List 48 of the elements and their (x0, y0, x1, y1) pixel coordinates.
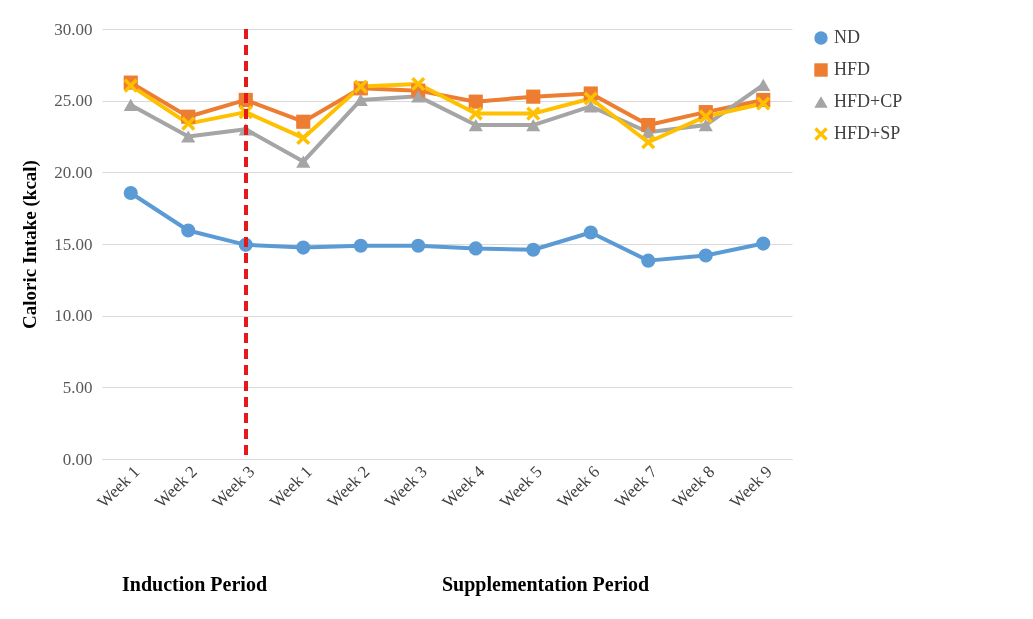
point (411, 76, 426, 92)
point (583, 91, 598, 106)
text: Induction Period (122, 573, 268, 595)
point (698, 248, 713, 263)
point (411, 90, 426, 103)
point (641, 253, 656, 268)
point (411, 238, 426, 253)
y-tick-label: 0.00 (62, 449, 93, 469)
text: Supplementation Period (442, 573, 650, 596)
point (181, 130, 196, 143)
point (181, 223, 196, 238)
point (181, 116, 196, 131)
point (698, 118, 713, 132)
legend-label: HFD (834, 59, 871, 79)
point (296, 155, 311, 168)
point (756, 96, 771, 111)
y-tick-label: 20.00 (54, 162, 93, 182)
point (123, 98, 138, 112)
point (526, 118, 541, 132)
point (698, 109, 713, 124)
legend-label: ND (834, 27, 860, 47)
y-tick-label: 5.00 (62, 377, 93, 397)
y-tick-label: 25.00 (54, 91, 93, 111)
y-tick-label: 30.00 (54, 19, 93, 39)
point (641, 117, 656, 133)
point (123, 185, 138, 201)
point (641, 135, 656, 150)
point (468, 241, 483, 256)
y-axis-title: Caloric Intake (kcal) (19, 160, 42, 329)
point (353, 238, 368, 253)
y-tick-label: 15.00 (54, 234, 93, 254)
legend-label: HFD+SP (834, 123, 901, 143)
point (296, 130, 311, 145)
point (756, 78, 771, 92)
point (296, 114, 311, 129)
point (468, 94, 483, 109)
point (583, 225, 598, 240)
point (526, 89, 541, 104)
y-tick-label: 10.00 (54, 306, 93, 326)
point (756, 236, 771, 251)
point (583, 100, 598, 113)
point (526, 242, 541, 257)
point (296, 240, 311, 255)
point (353, 93, 368, 107)
point (526, 106, 541, 121)
point (468, 118, 483, 132)
point (468, 106, 483, 121)
legend-label: HFD+CP (834, 91, 903, 111)
